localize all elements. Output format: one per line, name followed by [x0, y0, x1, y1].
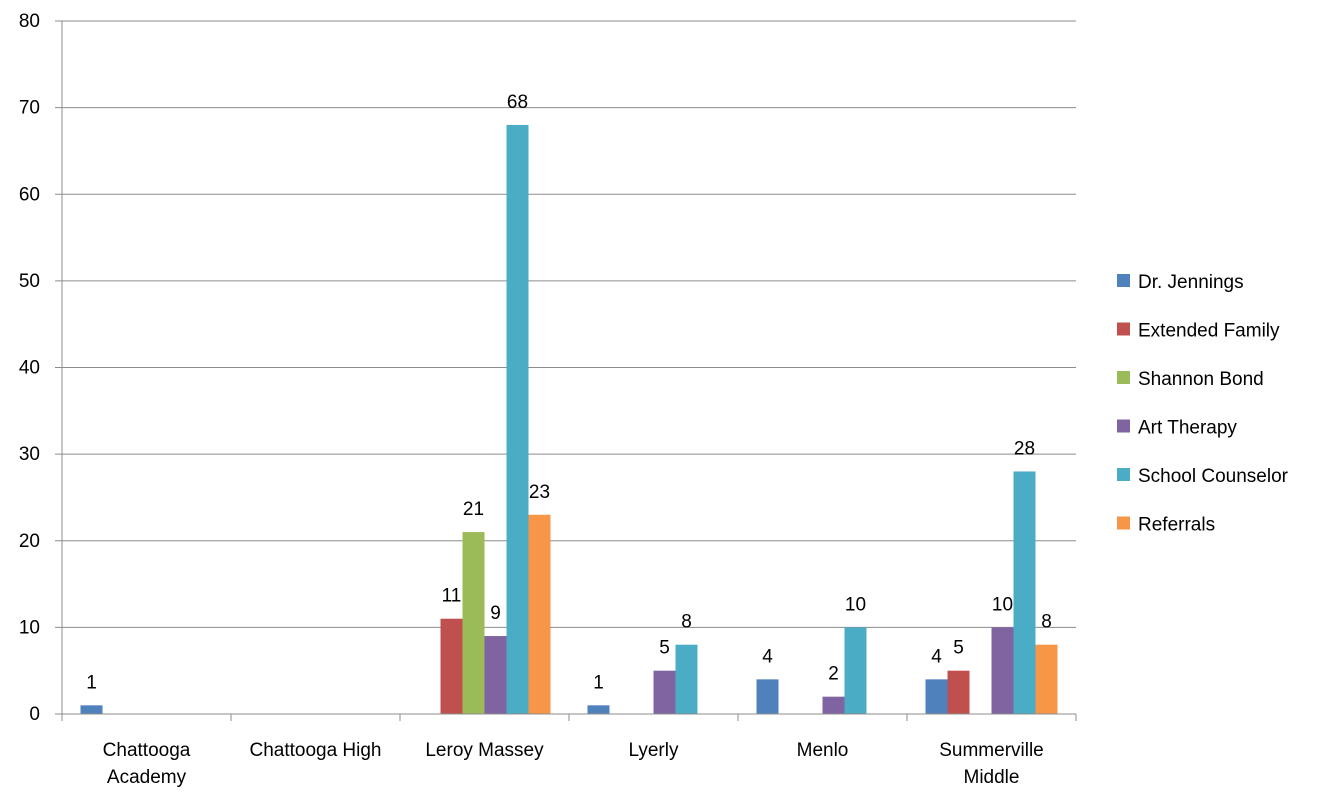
- data-label: 1: [593, 672, 604, 693]
- bar: [675, 644, 698, 714]
- y-tick-label: 80: [19, 11, 40, 32]
- data-label: 5: [659, 638, 670, 659]
- data-label: 11: [442, 586, 462, 607]
- data-label: 28: [1014, 438, 1035, 459]
- bar: [440, 618, 463, 714]
- axes: 0 10 20 30 40 50 60 70 80 Chattooga Academy Chattoo…: [19, 11, 1077, 788]
- x-category-label: Chattooga: [103, 740, 191, 761]
- legend: Dr. Jennings Extended Family Shannon Bond A…: [1117, 272, 1289, 536]
- x-category-label: Academy: [107, 767, 187, 788]
- legend-swatch: [1117, 274, 1130, 287]
- legend-swatch: [1117, 322, 1130, 336]
- legend-swatch: [1117, 516, 1130, 530]
- bar: [991, 627, 1014, 714]
- bar: [484, 636, 507, 714]
- bars: [80, 124, 1058, 714]
- bar: [587, 705, 610, 714]
- x-category-label: Lyerly: [629, 740, 679, 761]
- legend-label: Extended Family: [1138, 321, 1280, 342]
- bar: [462, 532, 485, 714]
- y-tick-label: 0: [29, 704, 40, 725]
- x-category-label: Middle: [964, 767, 1020, 788]
- y-tick-label: 10: [19, 617, 40, 638]
- legend-label: Referrals: [1138, 515, 1215, 536]
- x-category-label: Chattooga High: [249, 740, 381, 761]
- legend-swatch: [1117, 371, 1130, 384]
- data-label: 4: [931, 646, 942, 667]
- x-category-label: Menlo: [797, 740, 849, 761]
- legend-label: School Counselor: [1138, 466, 1289, 487]
- gridlines: [62, 20, 1076, 628]
- x-category-label: Leroy Massey: [425, 740, 544, 761]
- y-tick-label: 50: [19, 271, 40, 292]
- legend-label: Dr. Jennings: [1138, 272, 1244, 293]
- y-tick-label: 70: [19, 98, 40, 119]
- data-label: 8: [1041, 612, 1052, 633]
- bar: [756, 679, 779, 714]
- bar: [822, 696, 845, 714]
- data-label: 2: [828, 664, 839, 685]
- bar: [80, 705, 103, 714]
- legend-label: Shannon Bond: [1138, 369, 1264, 390]
- legend-swatch: [1117, 419, 1130, 433]
- bar: [1013, 471, 1036, 714]
- data-label: 1: [86, 672, 97, 693]
- bar: [528, 514, 551, 714]
- data-label: 10: [992, 594, 1013, 615]
- bar: [506, 124, 529, 714]
- legend-label: Art Therapy: [1138, 418, 1237, 439]
- y-tick-label: 30: [19, 444, 40, 465]
- data-label: 23: [529, 482, 550, 503]
- data-label: 4: [762, 646, 773, 667]
- data-label: 68: [507, 92, 528, 113]
- bar: [947, 670, 970, 714]
- data-label: 9: [490, 603, 501, 624]
- y-tick-label: 60: [19, 184, 40, 205]
- data-label: 8: [681, 612, 692, 633]
- x-category-label: Summerville: [939, 740, 1044, 761]
- data-label: 5: [953, 638, 964, 659]
- bar: [925, 679, 948, 714]
- bar: [1035, 644, 1058, 714]
- bar: [844, 627, 867, 714]
- data-label: 21: [463, 499, 484, 520]
- y-tick-label: 20: [19, 531, 40, 552]
- bar: [653, 670, 676, 714]
- data-label: 10: [845, 594, 866, 615]
- y-tick-label: 40: [19, 358, 40, 379]
- legend-swatch: [1117, 468, 1130, 481]
